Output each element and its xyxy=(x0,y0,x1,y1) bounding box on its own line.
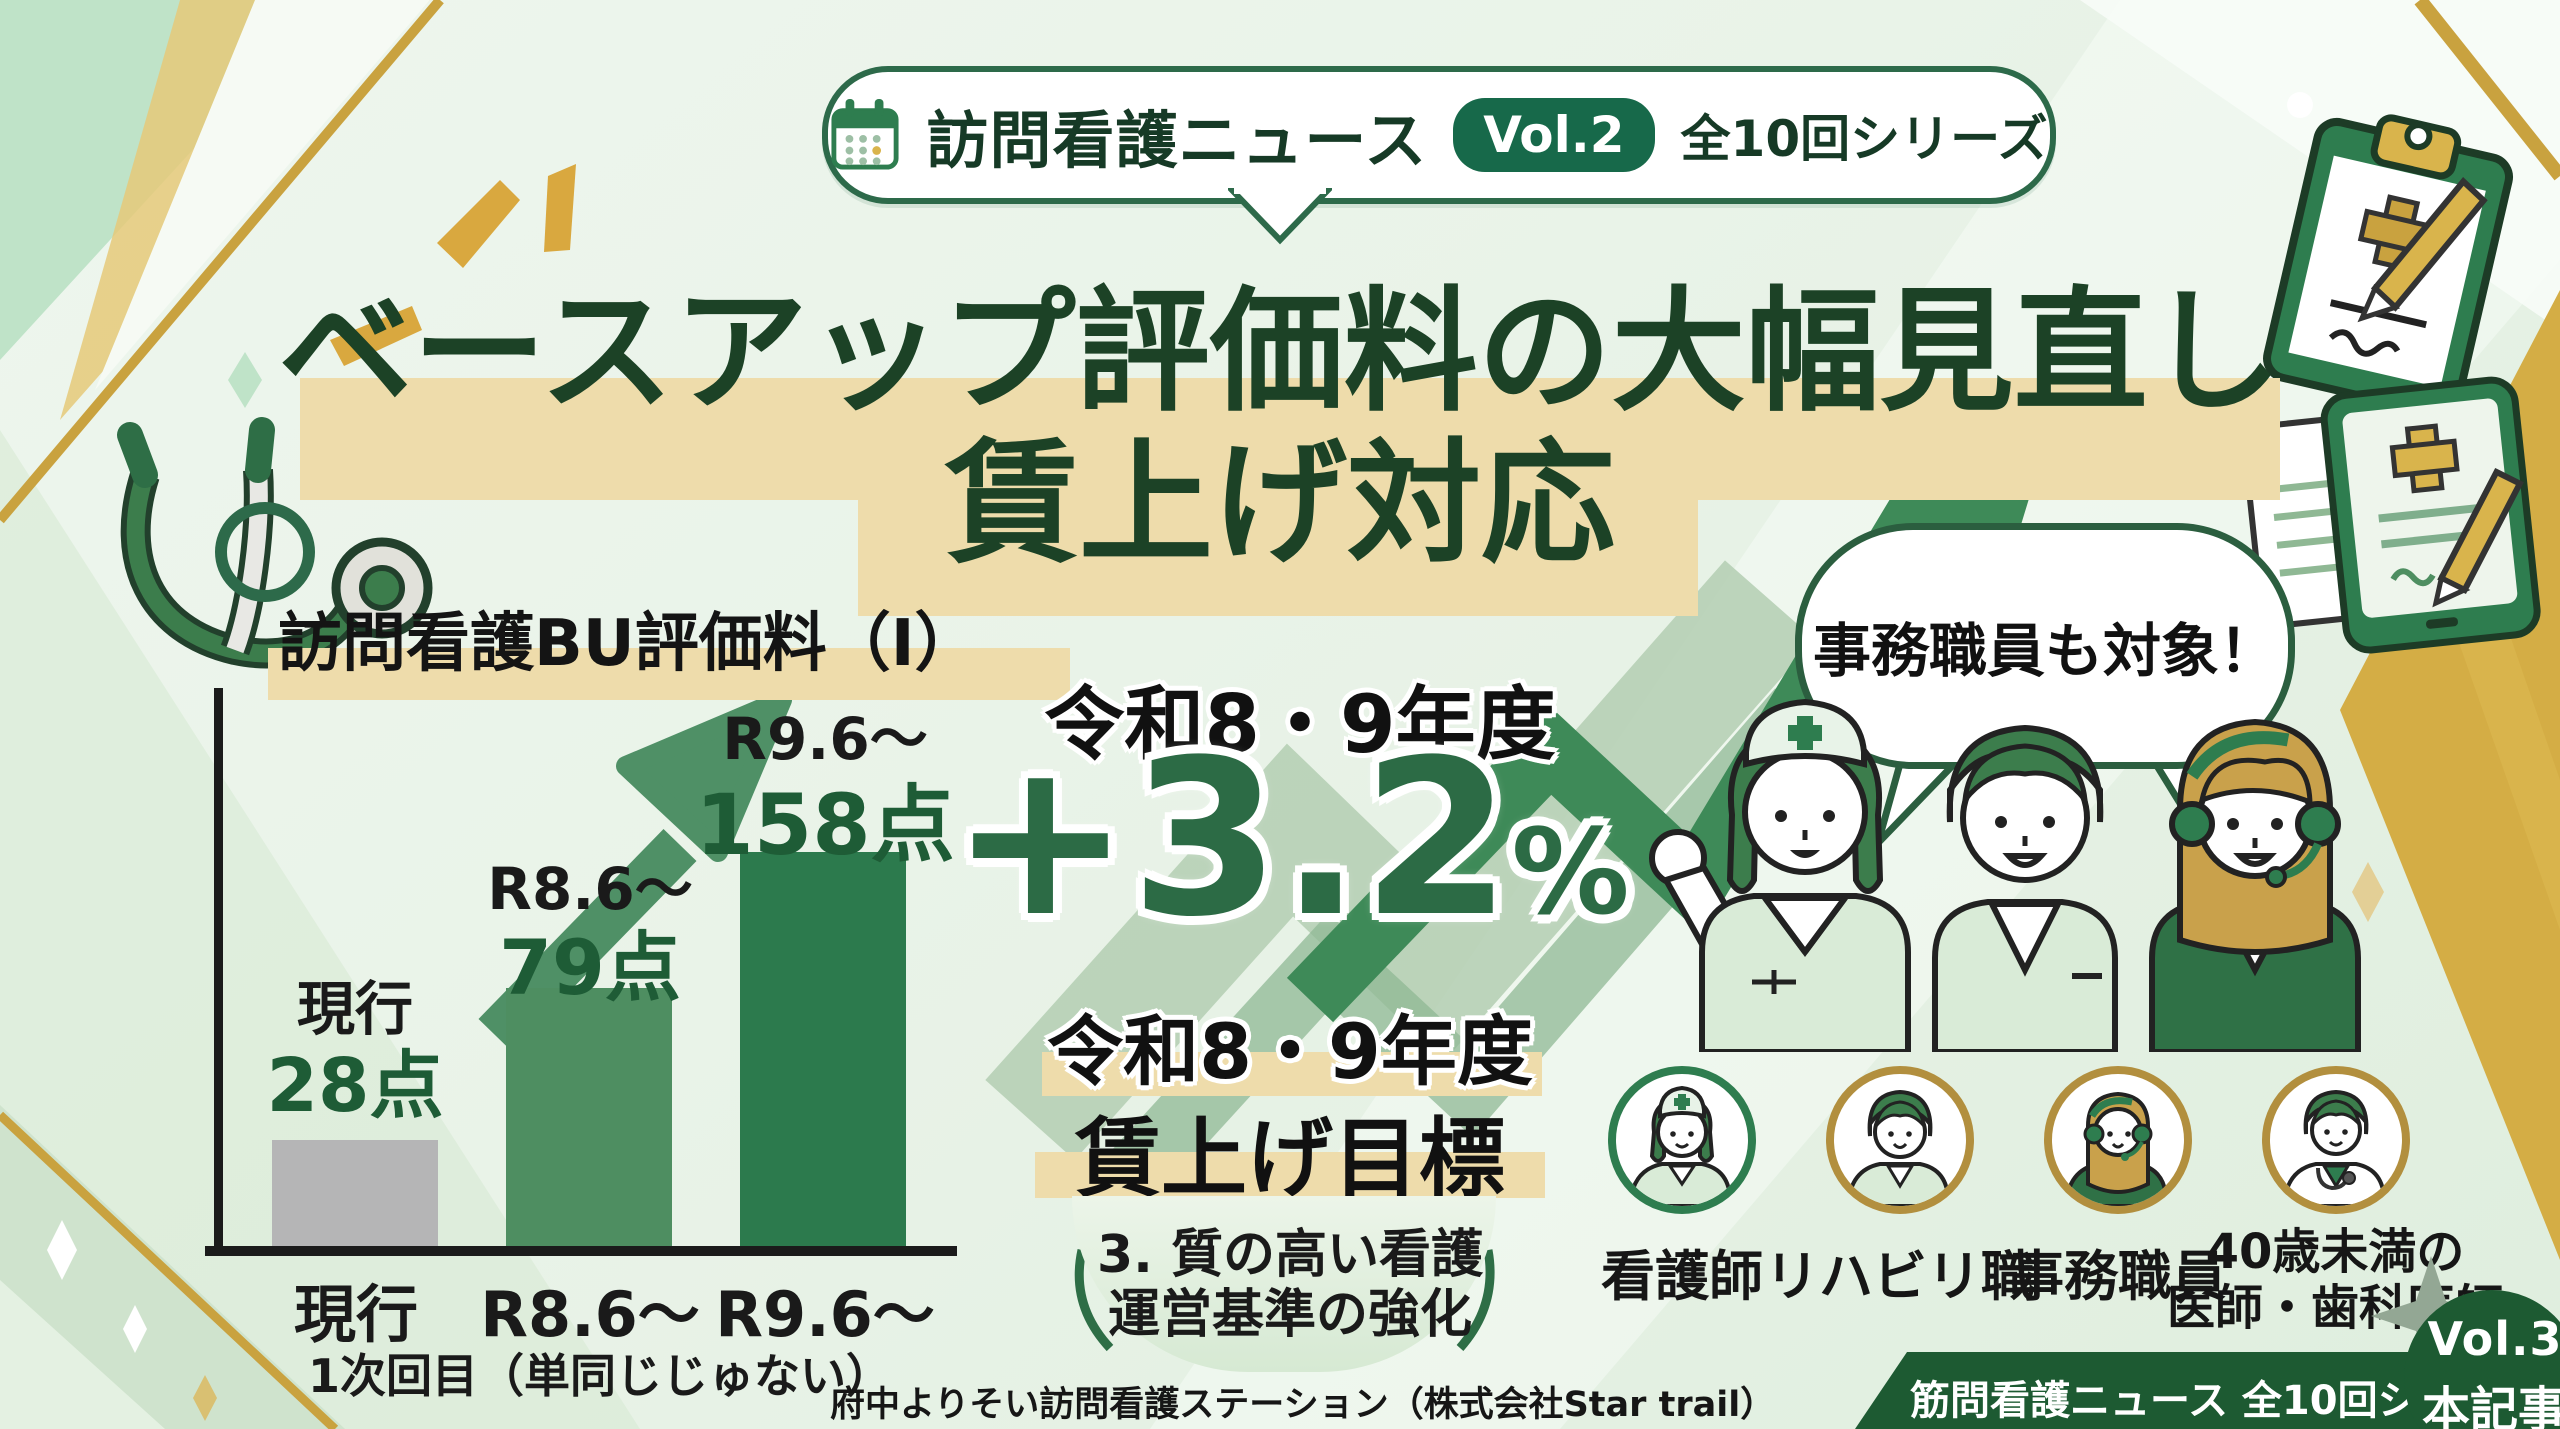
clipboard-icon xyxy=(2263,114,2513,418)
bar-value-r86: 79点 xyxy=(499,923,681,1012)
axis-label-current: 現行 xyxy=(293,1278,418,1351)
bubble-text: 事務職員も対象！ xyxy=(1812,617,2277,685)
sparkles xyxy=(47,92,2384,1421)
article-label: 本記事 xyxy=(2421,1382,2560,1429)
bar-value-r96: 158点 xyxy=(695,776,955,874)
role-label-office: 事務職員 xyxy=(2010,1245,2226,1308)
corner-light-triangle xyxy=(95,0,430,390)
nurse-icon xyxy=(1627,1085,1733,1206)
doctor-icon xyxy=(2281,1089,2387,1206)
emphasis-ticks-icon xyxy=(330,164,576,366)
bar-value-current: 28点 xyxy=(266,1043,444,1129)
note-line2: 運営基準の強化 xyxy=(1107,1285,1472,1345)
period-bottom-highlight xyxy=(1042,1052,1542,1096)
mint-sparkle-icon xyxy=(228,352,262,408)
tablet-document-icon xyxy=(2239,376,2541,654)
role-circle-rehab xyxy=(1826,1066,1974,1214)
bar-label-current: 現行 xyxy=(296,975,413,1043)
title-highlight-2 xyxy=(858,498,1698,616)
chart-bar-r86 xyxy=(506,988,672,1246)
role-circle-office xyxy=(2044,1066,2192,1214)
axis-label-r86: R8.6〜 xyxy=(480,1278,700,1351)
role-circle-doctor xyxy=(2262,1066,2410,1214)
role-circle-nurse xyxy=(1608,1066,1756,1214)
staff-illustration xyxy=(1649,698,2361,1052)
footer-company: 府中よりそい訪問看護ステーション（株式会社Star trail） xyxy=(830,1385,1776,1425)
stethoscope-icon xyxy=(117,417,433,669)
header-banner: 訪問看護ニュース Vol.2 全10回シリーズ xyxy=(822,66,2056,204)
bowl-accent-left xyxy=(1074,1249,1114,1352)
chart-title: 訪問看護BU評価料（Ⅰ） xyxy=(278,607,979,681)
note-line1: 3. 質の高い看護 xyxy=(1096,1225,1484,1285)
rate-value: +3.2 xyxy=(950,713,1512,964)
office-figure xyxy=(2149,718,2361,1052)
goal-label: 賃上げ目標 xyxy=(1075,1109,1505,1209)
role-label-rehab: リハビリ職 xyxy=(1765,1245,2035,1308)
main-title-line1: ベースアップ評価料の大幅見直し xyxy=(278,274,2282,430)
rehab-figure xyxy=(1932,724,2118,1052)
calendar-icon xyxy=(831,99,899,170)
rate-unit: % xyxy=(1511,803,1630,942)
banner-series-label: 全10回シリーズ xyxy=(1680,110,2048,168)
ring-decoration xyxy=(215,502,315,602)
role-label-nurse: 看護師 xyxy=(1601,1245,1763,1308)
bowl-accent-right xyxy=(1456,1249,1495,1351)
bar-label-r86: R8.6〜 xyxy=(487,855,693,923)
chart-title-highlight xyxy=(268,648,1070,700)
office-staff-icon xyxy=(2063,1091,2169,1206)
banner-title: 訪問看護ニュース xyxy=(926,104,1428,177)
nurse-figure xyxy=(1649,698,1911,1052)
chart-bar-current xyxy=(272,1140,438,1246)
period-top-label: 令和8・9年度 xyxy=(1044,678,1556,771)
goal-highlight xyxy=(1035,1152,1545,1198)
main-title-line2: 賃上げ対応 xyxy=(944,426,1615,582)
role-label-doctor-line1: 40歳未満の xyxy=(2205,1224,2465,1280)
rate-callout: +3.2 % xyxy=(920,713,1660,964)
period-bottom-label: 令和8・9年度 xyxy=(1047,1007,1533,1096)
chart-x-axis xyxy=(205,1246,957,1256)
vol-badge: Vol.2 xyxy=(1453,98,1655,172)
banner-tail xyxy=(1228,188,1332,245)
rehab-icon xyxy=(1845,1089,1951,1206)
vol-label: Vol.3 xyxy=(2427,1312,2560,1366)
bar-label-r96: R9.6〜 xyxy=(722,705,928,773)
corner-light-triangle xyxy=(0,1280,165,1429)
gold-edge-line xyxy=(2414,0,2560,181)
corner-sage-triangle xyxy=(0,1105,345,1429)
title-highlight-1 xyxy=(300,378,2280,500)
chart-bar-r96 xyxy=(740,852,906,1246)
chart-footnote: 1次回目（単同じじゅない） xyxy=(307,1349,892,1403)
background-band xyxy=(0,430,640,1429)
gold-diagonal-line xyxy=(0,0,444,524)
axis-label-r96: R9.6〜 xyxy=(715,1278,935,1351)
gold-diagonal-line xyxy=(0,1111,339,1429)
chart-y-axis xyxy=(214,688,223,1254)
